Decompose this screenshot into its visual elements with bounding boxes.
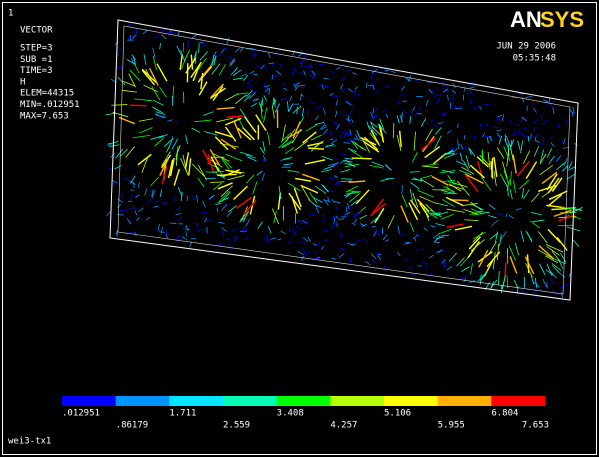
legend-label: 5.106 xyxy=(384,409,411,419)
info-line: TIME=3 xyxy=(20,66,53,76)
legend-label: 5.955 xyxy=(438,421,465,431)
legend-label: .012951 xyxy=(62,409,100,419)
vector-arrow xyxy=(402,185,403,194)
legend-swatch xyxy=(62,396,116,406)
ansys-window: 1 VECTOR STEP=3SUB =1TIME=3H ELEM=44315MI… xyxy=(0,0,599,457)
vector-arrow xyxy=(508,187,509,196)
legend-swatch xyxy=(330,396,384,406)
legend-label: 4.257 xyxy=(330,421,357,431)
window-number: 1 xyxy=(8,9,13,19)
logo-sys: SYS xyxy=(540,7,584,32)
vector-arrow xyxy=(129,105,146,106)
info-line: MAX=7.653 xyxy=(20,111,69,121)
legend-label: 3.408 xyxy=(277,409,304,419)
legend-swatch xyxy=(223,396,277,406)
vector-arrow xyxy=(385,70,389,71)
legend-label: 1.711 xyxy=(169,409,196,419)
legend-swatch xyxy=(116,396,170,406)
logo-an: AN xyxy=(510,7,542,32)
info-line: MIN=.012951 xyxy=(20,100,80,110)
plot-type: VECTOR xyxy=(20,26,53,36)
legend-label: 6.804 xyxy=(491,409,518,419)
info-line: ELEM=44315 xyxy=(20,89,74,99)
vector-arrow xyxy=(368,85,373,86)
vector-arrow xyxy=(266,236,267,241)
footer-label: wei3-tx1 xyxy=(8,437,51,447)
legend-swatch xyxy=(169,396,223,406)
info-line: STEP=3 xyxy=(20,44,53,54)
time: 05:35:48 xyxy=(513,54,556,64)
vector-arrow xyxy=(134,182,135,188)
legend-swatch xyxy=(491,396,545,406)
info-line: SUB =1 xyxy=(20,55,53,65)
vector-arrow xyxy=(534,127,535,133)
legend-label: .86179 xyxy=(116,421,149,431)
legend-swatch xyxy=(438,396,492,406)
legend-swatch xyxy=(384,396,438,406)
vector-arrow xyxy=(341,179,352,180)
legend-label: 7.653 xyxy=(522,421,549,431)
legend-swatch xyxy=(277,396,331,406)
info-line: H xyxy=(20,77,25,87)
date: JUN 29 2006 xyxy=(496,42,556,52)
vector-arrow xyxy=(130,190,134,191)
vector-arrow xyxy=(531,134,532,139)
vector-arrow xyxy=(333,96,338,97)
vector-arrow xyxy=(352,158,372,159)
legend-label: 2.559 xyxy=(223,421,250,431)
